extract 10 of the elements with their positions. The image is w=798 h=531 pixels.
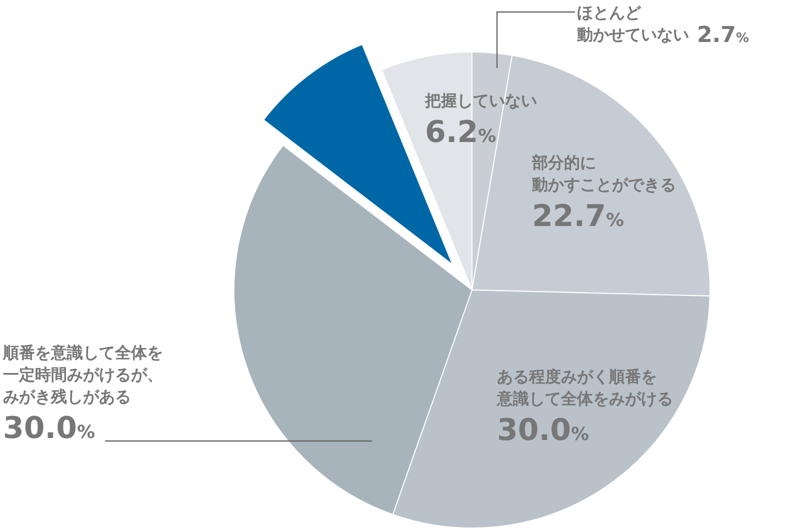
data-label: 6.2% <box>425 115 496 150</box>
data-label: 30.0% <box>3 411 96 446</box>
slice-label: 順番を意識して全体を一定時間みがけるが、みがき残しがある <box>2 343 163 406</box>
data-label: 22.7% <box>532 199 624 234</box>
slice-label: ほとんど動かせていない <box>576 3 689 44</box>
slice-label: ある程度みがく順番を意識して全体をみがける <box>496 367 673 408</box>
slice-label: 部分的に動かすことができる <box>531 153 676 194</box>
data-label: 2.7% <box>697 23 750 48</box>
slice-label: 把握していない <box>424 91 537 110</box>
data-label: 30.0% <box>497 413 590 448</box>
